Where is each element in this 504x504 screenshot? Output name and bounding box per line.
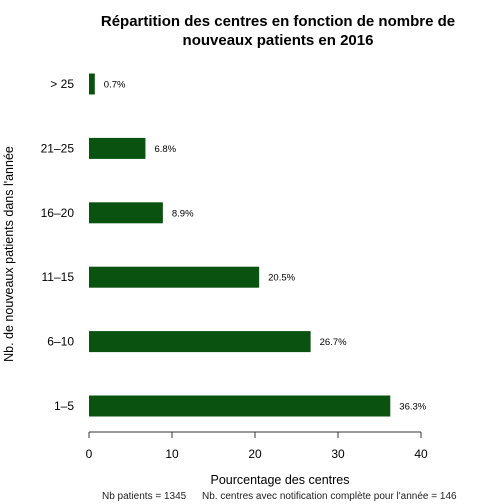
x-tick-label-1: 10 xyxy=(165,447,179,461)
bar-1 xyxy=(89,137,146,159)
bars-group xyxy=(89,73,391,417)
x-axis-label: Pourcentage des centres xyxy=(211,473,350,487)
footer-nb-centres: Nb. centres avec notification complète p… xyxy=(202,491,457,502)
y-axis-label: Nb. de nouveaux patients dans l'année xyxy=(2,146,16,362)
x-ticks: 0 10 20 30 40 xyxy=(86,432,428,461)
bar-4 xyxy=(89,331,311,353)
data-labels: 0.7% 6.8% 8.9% 20.5% 26.7% 36.3% xyxy=(104,80,427,413)
data-label-5: 36.3% xyxy=(399,402,426,413)
x-tick-label-0: 0 xyxy=(86,447,93,461)
bar-2 xyxy=(89,202,163,224)
y-tick-label-4: 6–10 xyxy=(47,335,74,349)
data-label-0: 0.7% xyxy=(104,80,126,91)
y-tick-labels: > 25 21–25 16–20 11–15 6–10 1–5 xyxy=(41,77,75,413)
bar-3 xyxy=(89,266,260,288)
data-label-1: 6.8% xyxy=(154,144,176,155)
y-tick-label-3: 11–15 xyxy=(42,270,75,284)
y-tick-label-2: 16–20 xyxy=(41,206,75,220)
chart-title-line-2: nouveaux patients en 2016 xyxy=(183,32,374,49)
x-tick-label-4: 40 xyxy=(414,447,428,461)
y-tick-label-5: 1–5 xyxy=(54,399,74,413)
data-label-3: 20.5% xyxy=(268,273,295,284)
x-tick-label-2: 20 xyxy=(248,447,262,461)
data-label-2: 8.9% xyxy=(172,208,194,219)
x-tick-label-3: 30 xyxy=(331,447,345,461)
footer-nb-patients: Nb patients = 1345 xyxy=(102,491,187,502)
bar-0 xyxy=(89,73,95,95)
data-label-4: 26.7% xyxy=(320,337,347,348)
bar-5 xyxy=(89,395,391,417)
chart-title-line-1: Répartition des centres en fonction de n… xyxy=(101,13,455,30)
y-tick-label-0: > 25 xyxy=(50,77,74,91)
y-tick-label-1: 21–25 xyxy=(41,141,75,155)
